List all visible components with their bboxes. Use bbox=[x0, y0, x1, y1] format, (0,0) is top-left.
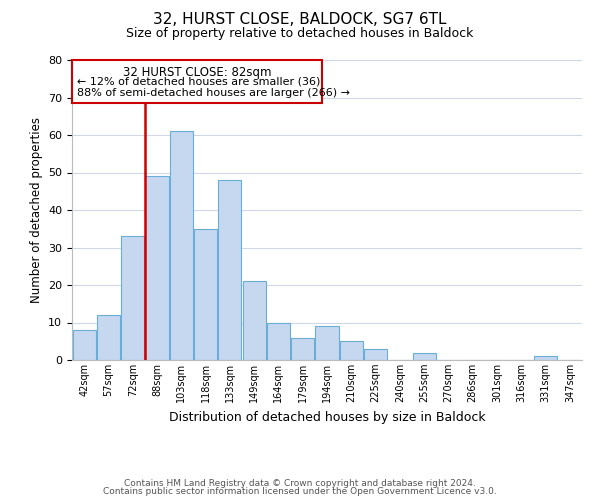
Text: Size of property relative to detached houses in Baldock: Size of property relative to detached ho… bbox=[127, 28, 473, 40]
Bar bbox=[413, 352, 436, 360]
Y-axis label: Number of detached properties: Number of detached properties bbox=[29, 117, 43, 303]
Bar bbox=[170, 131, 193, 360]
Text: 88% of semi-detached houses are larger (266) →: 88% of semi-detached houses are larger (… bbox=[77, 88, 350, 98]
Bar bbox=[97, 315, 120, 360]
Bar bbox=[340, 341, 363, 360]
Text: Contains public sector information licensed under the Open Government Licence v3: Contains public sector information licen… bbox=[103, 487, 497, 496]
Bar bbox=[121, 236, 144, 360]
Bar bbox=[267, 322, 290, 360]
Bar bbox=[73, 330, 95, 360]
FancyBboxPatch shape bbox=[72, 60, 322, 103]
Bar bbox=[534, 356, 557, 360]
Bar bbox=[364, 349, 387, 360]
Bar bbox=[242, 281, 266, 360]
Text: 32 HURST CLOSE: 82sqm: 32 HURST CLOSE: 82sqm bbox=[123, 66, 271, 78]
Text: Contains HM Land Registry data © Crown copyright and database right 2024.: Contains HM Land Registry data © Crown c… bbox=[124, 478, 476, 488]
Bar bbox=[145, 176, 169, 360]
Bar bbox=[194, 229, 217, 360]
Bar bbox=[291, 338, 314, 360]
Bar bbox=[316, 326, 338, 360]
Text: ← 12% of detached houses are smaller (36): ← 12% of detached houses are smaller (36… bbox=[77, 77, 320, 87]
X-axis label: Distribution of detached houses by size in Baldock: Distribution of detached houses by size … bbox=[169, 410, 485, 424]
Text: 32, HURST CLOSE, BALDOCK, SG7 6TL: 32, HURST CLOSE, BALDOCK, SG7 6TL bbox=[153, 12, 447, 28]
Bar bbox=[218, 180, 241, 360]
